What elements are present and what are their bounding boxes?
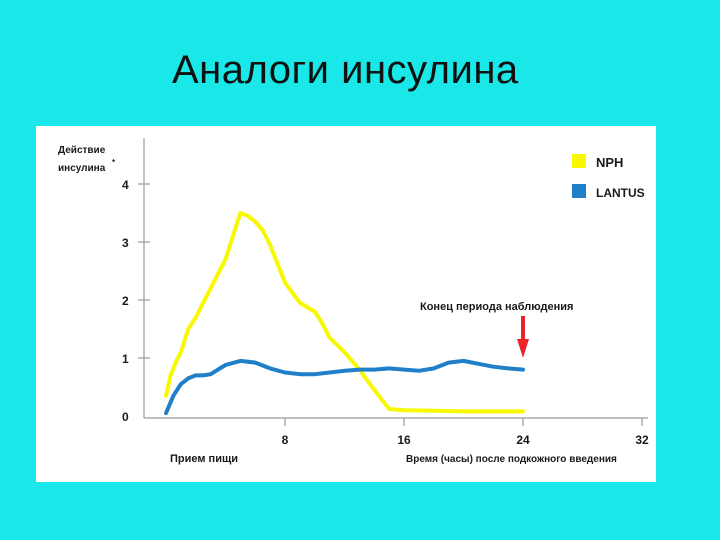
annotation-arrow-icon [517, 316, 529, 358]
x-ticks: 8 16 24 32 [282, 418, 649, 447]
y-tick-label: 4 [122, 178, 129, 192]
series-line-lantus [164, 358, 525, 416]
y-axis-label-line-2: инсулина [58, 163, 106, 174]
x-axis-label-meal: Прием пищи [170, 453, 238, 465]
x-tick-label: 16 [397, 433, 411, 447]
legend-swatch-nph [572, 154, 586, 168]
legend-label-nph: NPH [596, 155, 623, 170]
annotation-end-of-observation: Конец периода наблюдения [420, 301, 573, 313]
insulin-action-chart: 0 1 2 3 4 8 16 24 32 Действие инсулина * NPH LA… [58, 138, 649, 465]
legend-label-lantus: LANTUS [596, 186, 645, 200]
y-tick-label: 3 [122, 236, 129, 250]
x-axis-label-time: Время (часы) после подкожного введения [406, 454, 617, 465]
y-tick-label: 2 [122, 294, 129, 308]
legend-swatch-lantus [572, 184, 586, 198]
legend: NPH LANTUS [572, 154, 645, 200]
series-line-nph [164, 211, 525, 414]
chart-panel: 0 1 2 3 4 8 16 24 32 Действие инсулина * NPH LA… [36, 126, 656, 482]
x-tick-label: 8 [282, 433, 289, 447]
x-tick-label: 24 [516, 433, 530, 447]
x-tick-label: 32 [635, 433, 649, 447]
y-ticks: 0 1 2 3 4 [122, 178, 150, 424]
slide-title: Аналоги инсулина [172, 48, 519, 92]
y-tick-label: 1 [122, 352, 129, 366]
y-tick-label: 0 [122, 410, 129, 424]
y-axis-label-marker: * [112, 158, 116, 167]
y-axis-label-line-1: Действие [58, 145, 106, 156]
